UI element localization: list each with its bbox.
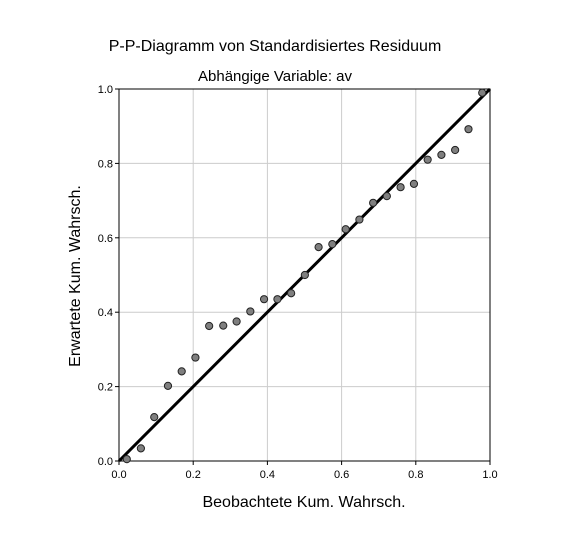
data-point [273,295,282,304]
y-axis-ticks: 0.0 0.2 0.4 0.6 0.8 1.0 [98,84,119,468]
y-tick-label: 1.0 [98,84,113,96]
y-tick-label: 0.0 [98,456,113,468]
data-point [150,413,159,422]
data-point [409,179,419,188]
x-tick-label: 0.2 [186,469,201,481]
x-tick-label: 0.8 [408,469,423,481]
x-axis-ticks: 0.0 0.2 0.4 0.6 0.8 1.0 [111,461,498,481]
data-point [232,317,241,326]
x-tick-label: 0.4 [260,469,275,481]
data-point [369,198,378,207]
data-point [122,455,131,464]
data-point [191,353,200,362]
grid [119,89,490,461]
y-tick-label: 0.8 [98,158,113,170]
plot-area-frame [118,88,491,462]
data-point [219,321,228,330]
data-point [451,145,460,155]
data-point [328,240,337,249]
data-point [205,321,214,331]
data-point [464,125,473,134]
data-point [341,225,350,234]
y-tick-label: 0.4 [98,307,113,319]
y-tick-label: 0.2 [98,382,113,394]
y-axis-title: Erwartete Kum. Wahrsch. [67,185,84,367]
data-point [396,183,405,192]
data-point [355,215,364,224]
data-point [163,381,173,390]
x-tick-label: 1.0 [482,469,497,481]
data-points [122,88,487,464]
data-point [287,289,296,298]
data-point [300,270,309,280]
data-point [423,155,432,164]
data-point [478,88,487,97]
x-tick-label: 0.0 [111,469,126,481]
data-point [382,192,391,201]
data-point [246,307,255,316]
y-tick-label: 0.6 [98,233,113,245]
chart-title: P-P-Diagramm von Standardisiertes Residu… [109,38,442,55]
data-point [259,295,269,304]
data-point [437,150,446,159]
x-axis-title: Beobachtete Kum. Wahrsch. [202,494,405,511]
data-point [314,243,323,252]
data-point [177,367,186,376]
chart-subtitle: Abhängige Variable: av [198,68,352,85]
data-point [136,444,145,453]
x-tick-label: 0.6 [334,469,349,481]
